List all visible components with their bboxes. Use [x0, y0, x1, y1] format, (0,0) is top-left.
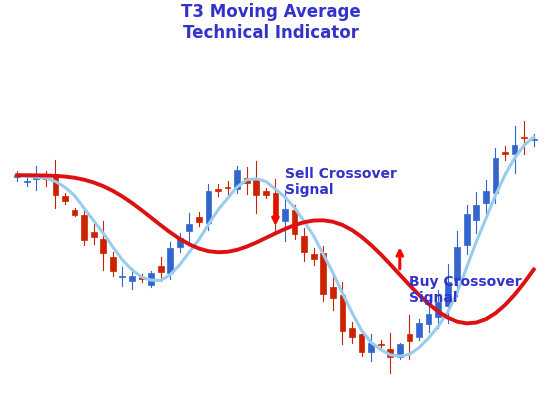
Bar: [291, 210, 298, 234]
Bar: [416, 323, 422, 337]
Bar: [62, 196, 68, 201]
Bar: [100, 239, 106, 253]
Bar: [129, 276, 135, 281]
Bar: [234, 170, 240, 189]
Bar: [502, 152, 508, 154]
Bar: [139, 277, 144, 279]
Bar: [158, 267, 164, 272]
Bar: [24, 181, 30, 182]
Bar: [311, 254, 317, 259]
Bar: [273, 193, 278, 217]
Bar: [445, 282, 451, 306]
Bar: [531, 139, 537, 140]
Bar: [91, 232, 96, 237]
Bar: [43, 178, 48, 179]
Bar: [387, 348, 393, 357]
Bar: [301, 236, 307, 252]
Bar: [72, 210, 77, 215]
Bar: [493, 158, 498, 193]
Bar: [368, 343, 374, 352]
Bar: [512, 145, 517, 154]
Bar: [186, 224, 192, 231]
Bar: [34, 177, 39, 179]
Bar: [196, 217, 202, 222]
Bar: [244, 178, 250, 183]
Title: T3 Moving Average
Technical Indicator: T3 Moving Average Technical Indicator: [181, 3, 360, 42]
Bar: [148, 273, 154, 285]
Bar: [168, 248, 173, 273]
Bar: [120, 276, 125, 277]
Bar: [206, 191, 212, 223]
Bar: [177, 238, 182, 248]
Bar: [359, 334, 364, 352]
Text: Buy Crossover
Signal: Buy Crossover Signal: [409, 275, 522, 305]
Bar: [521, 137, 527, 138]
Bar: [330, 287, 336, 298]
Bar: [339, 295, 345, 331]
Bar: [464, 214, 469, 245]
Bar: [110, 257, 116, 271]
Bar: [435, 302, 441, 317]
Bar: [52, 173, 58, 195]
Bar: [263, 190, 269, 195]
Bar: [225, 187, 230, 188]
Text: Sell Crossover
Signal: Sell Crossover Signal: [285, 167, 397, 197]
Bar: [483, 190, 489, 203]
Bar: [397, 344, 403, 358]
Bar: [426, 314, 431, 324]
Bar: [349, 328, 355, 337]
Bar: [215, 189, 221, 191]
Bar: [282, 209, 288, 221]
Bar: [321, 253, 326, 294]
Bar: [455, 247, 460, 280]
Bar: [407, 334, 412, 341]
Bar: [14, 175, 20, 177]
Bar: [473, 205, 479, 221]
Bar: [253, 179, 259, 195]
Bar: [378, 344, 383, 345]
Bar: [81, 215, 87, 240]
